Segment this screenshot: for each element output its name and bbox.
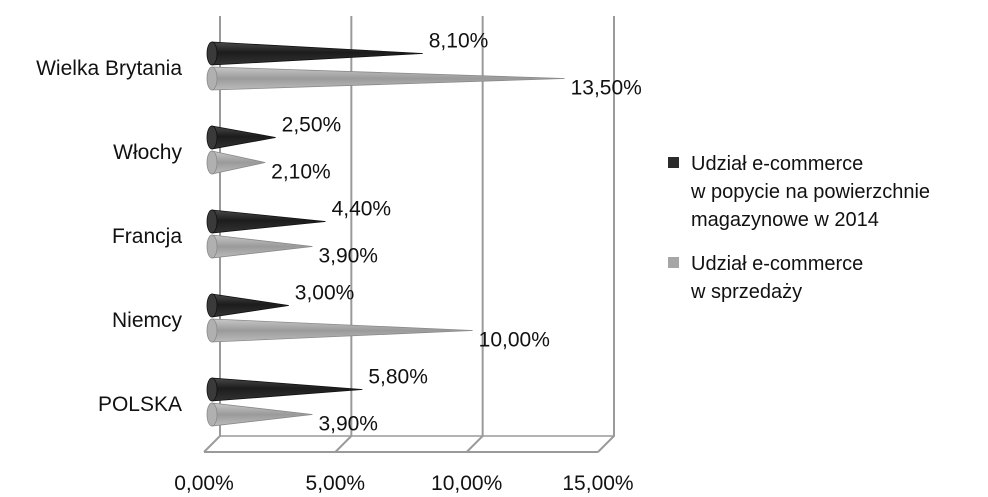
legend-label-series-1: Udział e-commerce w popycie na powierzch…: [691, 153, 931, 231]
category-labels: Wielka Brytania Włochy Francja Niemcy POLSKA: [36, 57, 182, 416]
data-cones: [206, 41, 565, 427]
cone-wielka-brytania-series-1: [211, 41, 423, 66]
legend-swatch-series-2: [668, 257, 679, 268]
data-label-niemcy-series-2: 10,00%: [479, 329, 550, 352]
cone-niemcy-series-1: [211, 293, 289, 318]
cone-base-francja-series-2: [206, 234, 218, 259]
cone-base-wlochy-series-1: [206, 125, 218, 150]
x-tick-label: 5,00%: [306, 472, 366, 495]
legend-label-series-2: Udział e-commerce w sprzedaży: [691, 253, 864, 303]
cone-wlochy-series-2: [211, 150, 266, 175]
cone-niemcy-series-2: [211, 318, 473, 343]
cone-base-polska-series-2: [206, 402, 218, 427]
x-axis-tick-labels: 0,00% 5,00% 10,00% 15,00%: [174, 472, 633, 495]
cone-francja-series-2: [211, 234, 313, 259]
data-labels: 8,10% 13,50% 2,50% 2,10%4,40% 3,90% 3,00% 10,0…: [271, 30, 642, 436]
legend-swatch-series-1: [668, 157, 679, 168]
cone-base-niemcy-series-1: [206, 293, 218, 318]
data-label-wlochy-series-1: 2,50%: [282, 114, 342, 137]
cone-wielka-brytania-series-2: [211, 66, 565, 91]
cone-base-polska-series-1: [206, 377, 218, 402]
data-label-niemcy-series-1: 3,00%: [295, 282, 355, 305]
data-label-wielka-brytania-series-1: 8,10%: [429, 30, 489, 53]
x-tick-label: 15,00%: [562, 472, 633, 495]
data-label-wielka-brytania-series-2: 13,50%: [571, 77, 642, 100]
cone-base-wielka-brytania-series-1: [206, 41, 218, 66]
data-label-wlochy-series-2: 2,10%: [271, 161, 331, 184]
x-tick-label: 0,00%: [174, 472, 234, 495]
cone-base-niemcy-series-2: [206, 318, 218, 343]
category-label-niemcy: Niemcy: [112, 309, 183, 332]
legend-item-series-1: Udział e-commerce w popycie na powierzch…: [668, 150, 988, 234]
x-tick-label: 10,00%: [431, 472, 502, 495]
data-label-polska-series-1: 5,80%: [368, 366, 428, 389]
category-label-polska: POLSKA: [98, 393, 182, 416]
data-label-francja-series-1: 4,40%: [332, 198, 392, 221]
cone-base-wlochy-series-2: [206, 150, 218, 175]
category-label-francja: Francja: [112, 225, 182, 248]
data-label-francja-series-2: 3,90%: [318, 245, 378, 268]
cone-wlochy-series-1: [211, 125, 276, 150]
gridlines: [203, 16, 615, 453]
cone-polska-series-2: [211, 402, 313, 427]
category-label-wielka-brytania: Wielka Brytania: [36, 57, 182, 80]
cone-polska-series-1: [211, 377, 363, 402]
cone-francja-series-1: [211, 209, 326, 234]
cone-base-wielka-brytania-series-2: [206, 66, 218, 91]
data-label-polska-series-2: 3,90%: [318, 413, 378, 436]
legend-item-series-2: Udział e-commerce w sprzedaży: [668, 250, 988, 306]
cone-base-francja-series-1: [206, 209, 218, 234]
category-label-wlochy: Włochy: [113, 141, 182, 164]
legend: Udział e-commerce w popycie na powierzch…: [668, 150, 988, 322]
